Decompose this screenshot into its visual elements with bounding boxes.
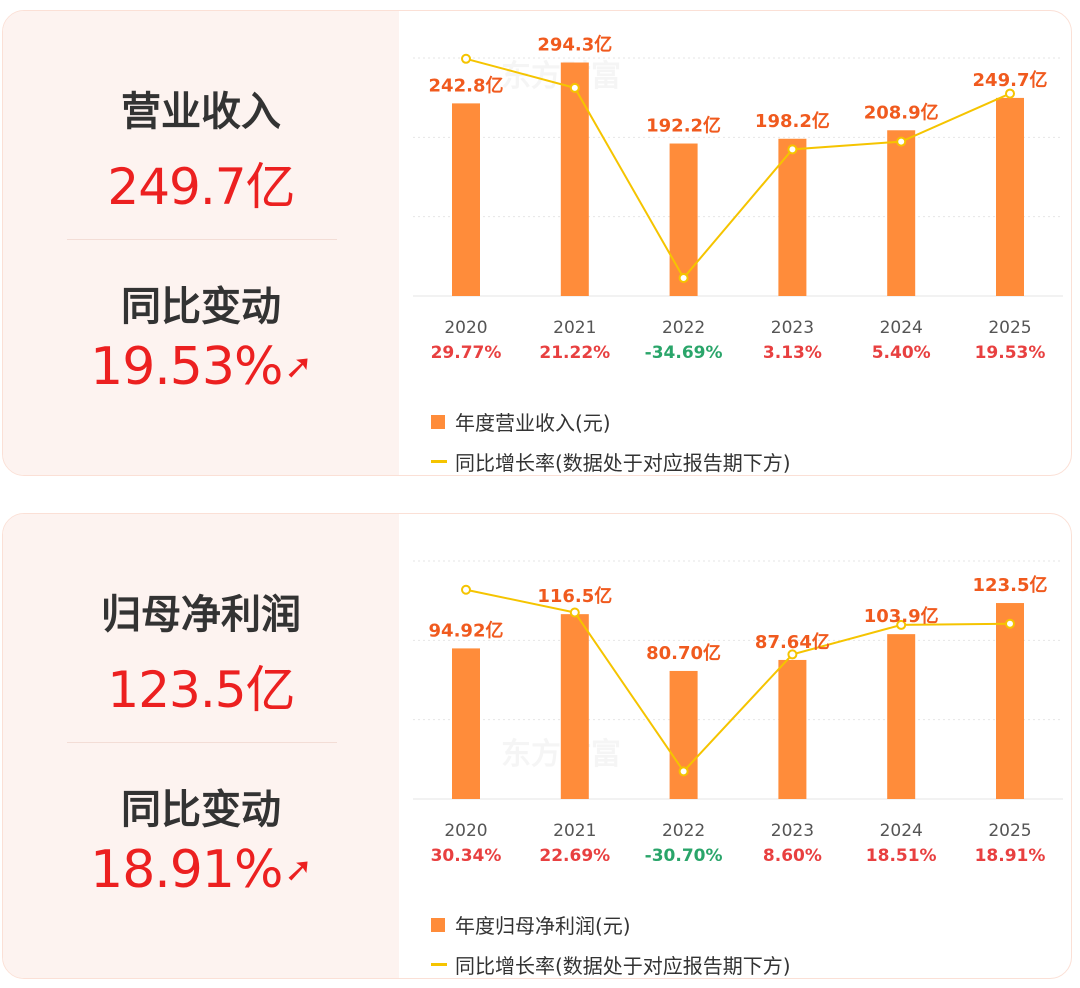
bar-2020 (452, 103, 480, 297)
growth-point-2020 (461, 584, 471, 595)
growth-point-2023 (787, 144, 798, 155)
legend-label: 年度营业收入(元) (455, 411, 611, 435)
bar-value-label: 198.2亿 (755, 110, 830, 132)
legend-bar: 年度营业收入(元) (431, 407, 611, 436)
divider (67, 239, 337, 240)
change-title: 同比变动 (121, 787, 281, 833)
bar-value-label: 116.5亿 (537, 585, 612, 607)
bar-value-label: 249.7亿 (973, 69, 1048, 91)
growth-rate-label: 3.13% (763, 343, 822, 363)
arrow-up-icon: ➚ (284, 347, 312, 387)
metric-title: 归母净利润 (101, 592, 301, 638)
bar-value-label: 80.70亿 (646, 642, 721, 664)
growth-point-2024 (896, 136, 907, 147)
growth-point-2024 (896, 619, 907, 630)
bar-value-label: 242.8亿 (429, 74, 504, 96)
growth-rate-label: 29.77% (431, 343, 502, 363)
growth-rate-label: -34.69% (645, 343, 723, 363)
divider (67, 742, 337, 743)
x-tick-label: 2025 (988, 318, 1031, 338)
x-tick-label: 2021 (553, 821, 596, 841)
legend-bar: 年度归母净利润(元) (431, 910, 631, 939)
change-value: 19.53%➚ (3, 337, 399, 397)
bar-2023 (778, 138, 807, 296)
change-title: 同比变动 (121, 284, 281, 330)
metric-value: 249.7亿 (107, 158, 295, 216)
growth-point-2020 (461, 53, 471, 64)
bar-value-label: 192.2亿 (646, 115, 721, 137)
change-value: 18.91%➚ (3, 840, 399, 900)
line-swatch (431, 460, 447, 463)
x-tick-label: 2022 (662, 318, 705, 338)
change-text: 19.53% (90, 337, 283, 397)
revenue-card: 营业收入 249.7亿 同比变动 19.53%➚ 东方财富242.8亿20202… (2, 10, 1072, 476)
legend-line: 同比增长率(数据处于对应报告期下方) (431, 447, 791, 475)
bar-2021 (560, 614, 589, 799)
x-tick-label: 2023 (771, 821, 814, 841)
legend-line: 同比增长率(数据处于对应报告期下方) (431, 950, 791, 978)
legend-label: 同比增长率(数据处于对应报告期下方) (455, 451, 791, 475)
x-tick-label: 2023 (771, 318, 814, 338)
bar-value-label: 87.64亿 (755, 631, 830, 653)
bar-value-label: 294.3亿 (537, 34, 612, 56)
bar-value-label: 123.5亿 (973, 574, 1048, 596)
growth-rate-label: 19.53% (975, 343, 1046, 363)
legend-label: 同比增长率(数据处于对应报告期下方) (455, 954, 791, 978)
metric-title: 营业收入 (121, 89, 281, 135)
growth-point-2023 (787, 649, 798, 660)
bar-swatch (431, 414, 445, 429)
bar-value-label: 208.9亿 (864, 101, 939, 123)
growth-point-2025 (1005, 618, 1015, 629)
growth-rate-label: 22.69% (539, 846, 610, 866)
bar-2022 (669, 143, 698, 296)
x-tick-label: 2020 (444, 318, 487, 338)
growth-rate-label: 8.60% (763, 846, 822, 866)
bar-swatch (431, 917, 445, 932)
revenue-chart: 东方财富242.8亿202029.77%294.3亿202121.22%192.… (413, 34, 1063, 363)
growth-rate-label: 30.34% (431, 846, 502, 866)
growth-point-2022 (678, 272, 689, 283)
bar-2023 (778, 659, 807, 799)
line-swatch (431, 963, 447, 966)
growth-point-2022 (678, 766, 689, 777)
x-tick-label: 2024 (880, 821, 923, 841)
bar-2024 (887, 130, 916, 296)
arrow-up-icon: ➚ (284, 850, 312, 890)
growth-line (465, 588, 1011, 773)
summary-panel: 归母净利润 123.5亿 同比变动 18.91%➚ (3, 514, 399, 978)
x-tick-label: 2022 (662, 821, 705, 841)
x-tick-label: 2021 (553, 318, 596, 338)
bar-2024 (887, 634, 916, 799)
summary-panel: 营业收入 249.7亿 同比变动 19.53%➚ (3, 11, 399, 475)
net-profit-card: 归母净利润 123.5亿 同比变动 18.91%➚ 东方财富94.92亿2020… (2, 513, 1072, 979)
bar-2021 (560, 62, 589, 296)
growth-point-2021 (569, 607, 580, 618)
bar-value-label: 94.92亿 (429, 619, 504, 641)
change-text: 18.91% (90, 840, 283, 900)
x-tick-label: 2025 (988, 821, 1031, 841)
bar-2025 (996, 603, 1024, 799)
x-tick-label: 2020 (444, 821, 487, 841)
legend-label: 年度归母净利润(元) (455, 914, 631, 938)
x-tick-label: 2024 (880, 318, 923, 338)
bar-2020 (452, 648, 480, 799)
growth-point-2025 (1005, 88, 1015, 99)
bar-value-label: 103.9亿 (864, 605, 939, 627)
bar-2025 (996, 97, 1024, 296)
net-profit-chart: 东方财富94.92亿202030.34%116.5亿202122.69%80.7… (413, 560, 1063, 866)
growth-rate-label: 21.22% (539, 343, 610, 363)
growth-rate-label: 18.51% (866, 846, 937, 866)
growth-point-2021 (569, 82, 580, 93)
growth-rate-label: -30.70% (645, 846, 723, 866)
growth-line (465, 57, 1011, 280)
growth-rate-label: 18.91% (975, 846, 1046, 866)
metric-value: 123.5亿 (107, 661, 295, 719)
growth-rate-label: 5.40% (872, 343, 931, 363)
bar-2022 (669, 670, 698, 799)
